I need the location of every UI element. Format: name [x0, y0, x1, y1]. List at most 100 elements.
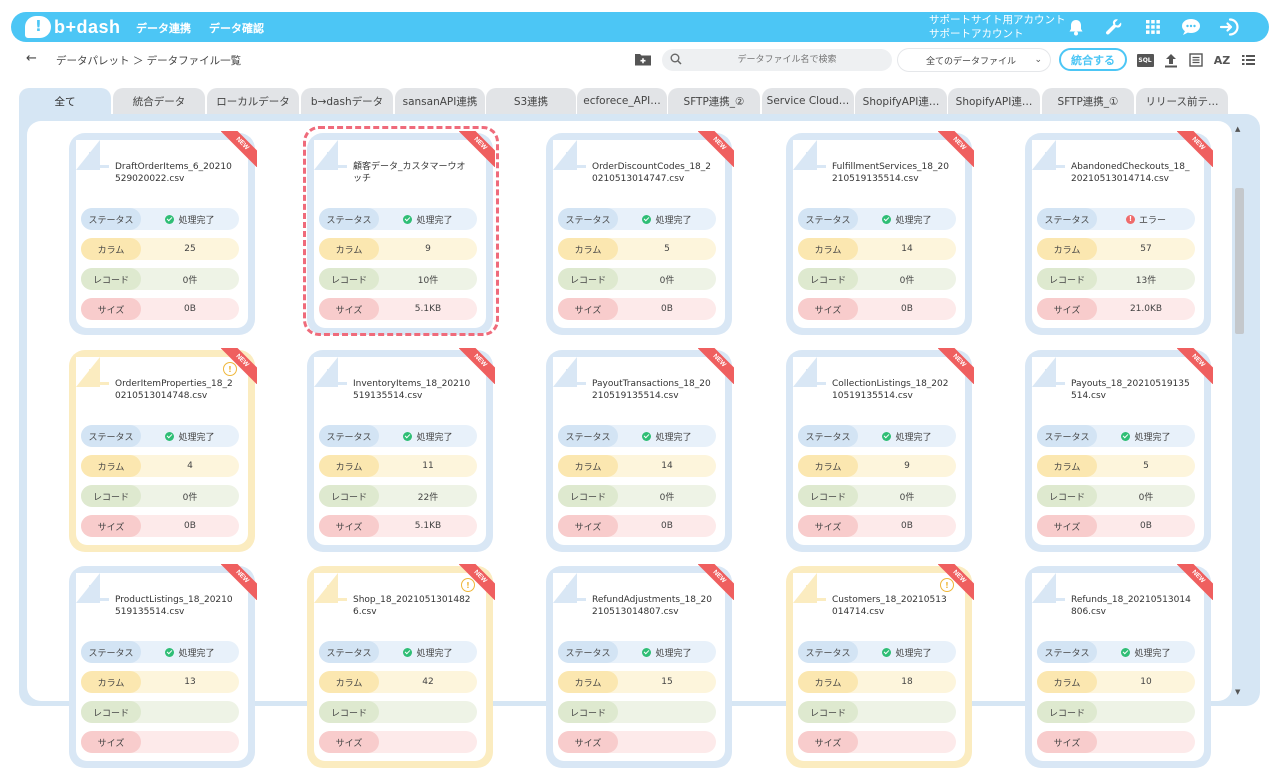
grid-icon[interactable] — [1142, 16, 1164, 38]
column-row: カラム 4 — [81, 455, 239, 477]
record-row: レコード 0件 — [798, 485, 956, 507]
column-label: カラム — [319, 671, 379, 693]
account-info[interactable]: サポートサイト用アカウント サポートアカウント — [929, 13, 1066, 41]
tab-shopify-api-1[interactable]: ShopifyAPI連… — [855, 88, 947, 114]
bell-icon[interactable] — [1065, 16, 1087, 38]
scroll-down-icon[interactable]: ▼ — [1235, 688, 1241, 696]
tab-shopify-api-2[interactable]: ShopifyAPI連… — [948, 88, 1040, 114]
status-value: 処理完了 — [655, 432, 692, 443]
tab-all[interactable]: 全て — [19, 88, 111, 114]
search-input[interactable] — [692, 50, 882, 70]
tab-sftp-2[interactable]: SFTP連携_② — [668, 88, 760, 114]
status-row: ステータス 処理完了 — [319, 208, 477, 230]
tab-local-data[interactable]: ローカルデータ — [207, 88, 299, 114]
data-file-card[interactable]: NEW! Customers_18_20210513014714.csv ステータス… — [786, 564, 974, 768]
status-label: ステータス — [1037, 641, 1097, 663]
status-label: ステータス — [798, 208, 858, 230]
column-row: カラム 5 — [558, 238, 716, 260]
status-value: 処理完了 — [178, 648, 215, 659]
filter-select-value: 全てのデータファイル — [926, 56, 1017, 67]
file-filter-select[interactable]: 全てのデータファイル ⌄ — [898, 49, 1050, 71]
chat-icon[interactable] — [1180, 16, 1202, 38]
upload-icon[interactable] — [1162, 51, 1180, 69]
tab-sansan-api[interactable]: sansanAPI連携 — [395, 88, 485, 114]
record-value: 0件 — [1138, 492, 1154, 503]
column-row: カラム 11 — [319, 455, 477, 477]
column-value: 42 — [422, 677, 434, 687]
data-file-card[interactable]: NEW PayoutTransactions_18_20210519135514.… — [546, 348, 734, 552]
data-file-card[interactable]: NEW! Shop_18_20210513014826.csv ステータス 処理完了カ… — [307, 564, 495, 768]
scrollbar-thumb[interactable] — [1235, 188, 1244, 334]
record-row: レコード 0件 — [798, 268, 956, 290]
status-value: 処理完了 — [416, 648, 453, 659]
check-circle-icon — [403, 431, 413, 441]
file-name: RefundAdjustments_18_20210513014807.csv — [592, 595, 712, 617]
selected-card-outline — [303, 126, 499, 336]
column-row: カラム 10 — [1037, 671, 1195, 693]
data-file-card[interactable]: NEW OrderDiscountCodes_18_20210513014747.… — [546, 131, 734, 335]
bdash-logo[interactable]: b+dash — [25, 16, 121, 38]
wrench-icon[interactable] — [1103, 16, 1125, 38]
size-value: 0B — [184, 304, 196, 314]
file-icon — [806, 369, 826, 385]
size-label: サイズ — [798, 731, 858, 753]
size-row: サイズ 21.0KB — [1037, 298, 1195, 320]
size-label: サイズ — [81, 731, 141, 753]
size-row: サイズ 0B — [558, 515, 716, 537]
data-file-card[interactable]: NEW RefundAdjustments_18_20210513014807.c… — [546, 564, 734, 768]
record-label: レコード — [558, 485, 618, 507]
nav-data-integration[interactable]: データ連携 — [136, 22, 191, 35]
file-icon — [806, 152, 826, 168]
status-label: ステータス — [81, 208, 141, 230]
status-value: 処理完了 — [895, 215, 932, 226]
tab-sftp-1[interactable]: SFTP連携_① — [1042, 88, 1134, 114]
sql-icon[interactable]: SQL — [1136, 51, 1154, 69]
data-file-card[interactable]: NEW InventoryItems_18_20210519135514.csv ス… — [307, 348, 495, 552]
scroll-up-icon[interactable]: ▲ — [1235, 125, 1241, 133]
logout-icon[interactable] — [1218, 16, 1240, 38]
record-value: 13件 — [1135, 275, 1157, 286]
status-row: ステータス 処理完了 — [558, 208, 716, 230]
tab-s3[interactable]: S3連携 — [486, 88, 576, 114]
column-label: カラム — [81, 671, 141, 693]
card-body — [553, 357, 725, 545]
record-value: 0件 — [659, 275, 675, 286]
data-file-card[interactable]: NEW FulfillmentServices_18_20210519135514… — [786, 131, 974, 335]
tab-bdash-data[interactable]: b→dashデータ — [301, 88, 393, 114]
check-circle-icon — [403, 647, 413, 657]
size-row: サイズ 0B — [81, 515, 239, 537]
record-label: レコード — [1037, 701, 1097, 723]
tab-ecforce-api[interactable]: ecforece_API… — [577, 88, 667, 114]
data-file-card[interactable]: NEW DraftOrderItems_6_20210529020022.csv ス… — [69, 131, 257, 335]
column-label: カラム — [558, 238, 618, 260]
size-value: 21.0KB — [1129, 304, 1163, 314]
size-value: 0B — [901, 304, 913, 314]
tab-service-cloud[interactable]: Service Cloud… — [762, 88, 854, 114]
list-view-icon[interactable] — [1239, 51, 1257, 69]
data-file-card[interactable]: NEW Refunds_18_20210513014806.csv ステータス 処理完… — [1025, 564, 1213, 768]
file-icon — [566, 152, 586, 168]
card-body — [1032, 140, 1204, 328]
merge-button[interactable]: 統合する — [1059, 48, 1127, 71]
data-file-card[interactable]: NEW! OrderItemProperties_18_2021051301474… — [69, 348, 257, 552]
data-file-card[interactable]: NEW AbandonedCheckouts_18_20210513014714.… — [1025, 131, 1213, 335]
sort-az-icon[interactable]: AZ — [1213, 53, 1231, 67]
column-label: カラム — [798, 671, 858, 693]
new-folder-icon[interactable] — [634, 51, 652, 66]
file-corner-icon — [793, 357, 827, 387]
tab-pre-release-test[interactable]: リリース前テ… — [1136, 88, 1228, 114]
size-label: サイズ — [798, 298, 858, 320]
data-file-card[interactable]: NEW 顧客データ_カスタマーウオッチ ステータス 処理完了 カラム 9 レコード 10件 サイ… — [307, 131, 495, 335]
nav-data-check[interactable]: データ確認 — [209, 22, 264, 35]
back-arrow-icon[interactable]: ← — [26, 51, 37, 66]
size-row: サイズ 0B — [798, 515, 956, 537]
column-label: カラム — [319, 238, 379, 260]
tab-merged-data[interactable]: 統合データ — [113, 88, 205, 114]
data-file-card[interactable]: NEW ProductListings_18_20210519135514.csv… — [69, 564, 257, 768]
status-value: 処理完了 — [895, 648, 932, 659]
data-file-card[interactable]: NEW Payouts_18_20210519135514.csv ステータス 処理完… — [1025, 348, 1213, 552]
status-value: 処理完了 — [655, 215, 692, 226]
data-file-card[interactable]: NEW CollectionListings_18_20210519135514.… — [786, 348, 974, 552]
list-detail-icon[interactable] — [1187, 51, 1205, 69]
record-label: レコード — [81, 701, 141, 723]
